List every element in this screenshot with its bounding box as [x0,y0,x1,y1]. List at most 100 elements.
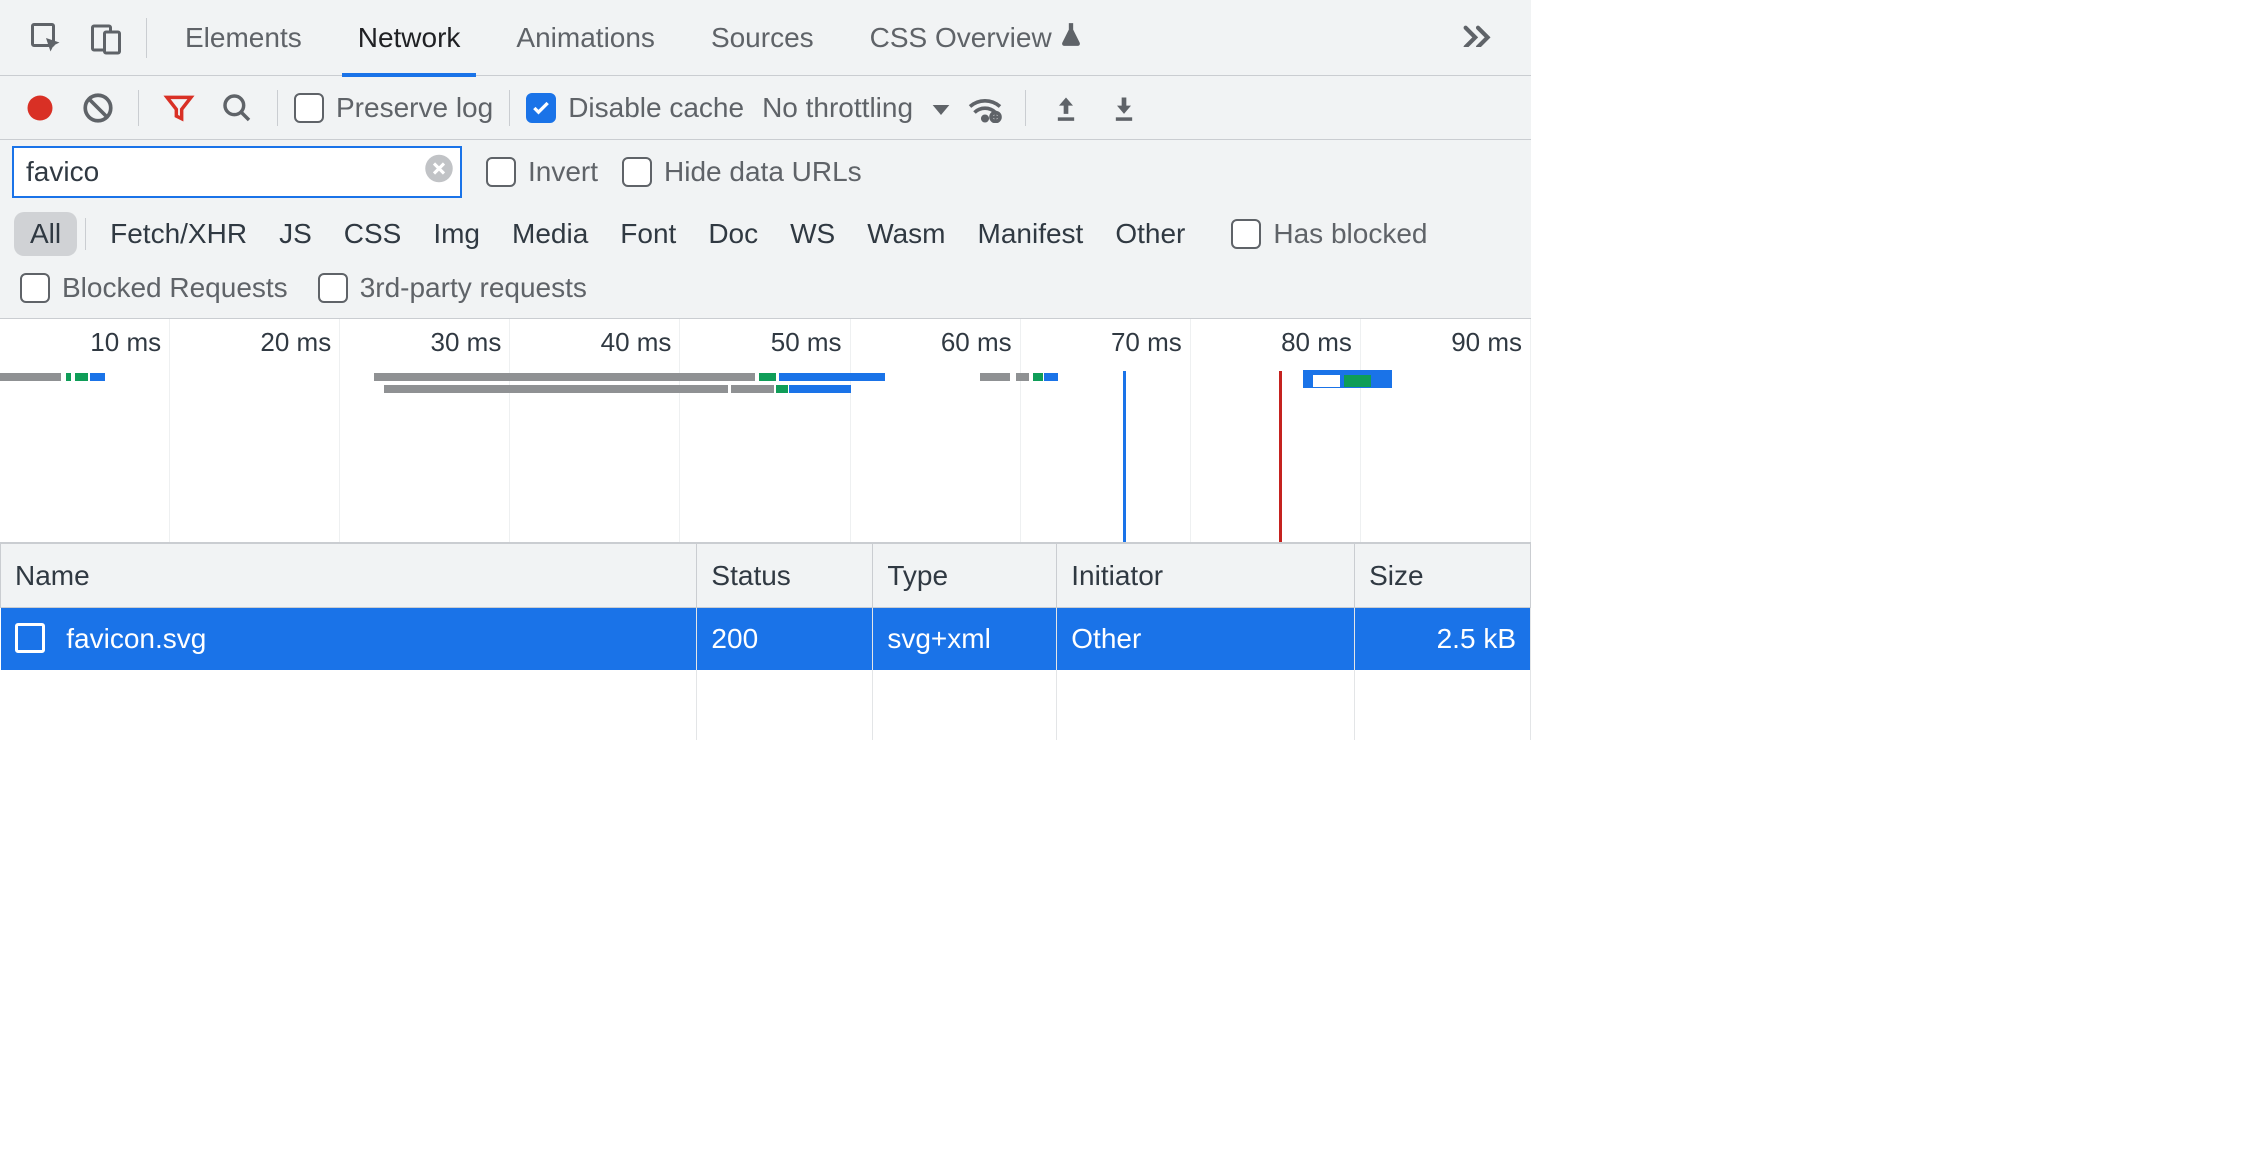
timeline-bar [776,385,788,393]
chevron-down-icon [931,92,951,124]
cell-initiator: Other [1057,608,1355,670]
flask-icon [1058,21,1084,54]
timeline-bar [1044,373,1058,381]
filter-icon[interactable] [155,84,203,132]
timeline-bar [1344,375,1371,387]
hide-data-urls-checkbox[interactable]: Hide data URLs [622,156,862,188]
tabs-overflow-button[interactable] [1441,22,1515,54]
cell-size: 2.5 kB [1355,608,1531,670]
type-chip-ws[interactable]: WS [774,212,851,256]
invert-checkbox[interactable]: Invert [486,156,598,188]
timeline-bar [90,373,105,381]
timeline-bar [731,385,774,393]
throttling-select[interactable]: No throttling [762,92,951,124]
timeline-bar [1016,373,1030,381]
clear-filter-icon[interactable] [424,154,454,191]
download-har-icon[interactable] [1100,84,1148,132]
device-toolbar-icon[interactable] [76,8,136,68]
checkbox-label: Hide data URLs [664,156,862,188]
cell-name-text: favicon.svg [66,623,206,654]
search-icon[interactable] [213,84,261,132]
col-header-status[interactable]: Status [697,544,873,608]
timeline-bar [759,373,776,381]
type-chip-manifest[interactable]: Manifest [962,212,1100,256]
preserve-log-checkbox[interactable]: Preserve log [294,92,493,124]
table-row-empty [1,670,1531,740]
table-row[interactable]: favicon.svg 200 svg+xml Other 2.5 kB [1,608,1531,670]
type-chip-css[interactable]: CSS [328,212,418,256]
timeline-marker [1123,371,1126,542]
separator [1025,90,1026,126]
tab-label: Network [358,22,461,54]
separator [138,90,139,126]
network-conditions-icon[interactable] [961,84,1009,132]
tab-network[interactable]: Network [330,0,489,76]
timeline-marker [1279,371,1282,542]
tab-label: Sources [711,22,814,54]
cell-name: favicon.svg [1,608,697,670]
filter-input-wrap [12,146,462,198]
tab-animations[interactable]: Animations [488,0,683,76]
type-filter-row-2: Blocked Requests 3rd-party requests [0,264,1531,319]
type-filter-row: All Fetch/XHR JS CSS Img Media Font Doc … [0,204,1531,264]
type-chip-all[interactable]: All [14,212,77,256]
timeline-bar [384,385,728,393]
type-chip-js[interactable]: JS [263,212,328,256]
network-toolbar: Preserve log Disable cache No throttling [0,76,1531,140]
cell-status: 200 [697,608,873,670]
checkbox-box [318,273,348,303]
inspect-element-icon[interactable] [16,8,76,68]
checkbox-label: Preserve log [336,92,493,124]
col-header-type[interactable]: Type [873,544,1057,608]
clear-button[interactable] [74,84,122,132]
checkbox-label: Blocked Requests [62,272,288,304]
checkbox-label: Invert [528,156,598,188]
disable-cache-checkbox[interactable]: Disable cache [526,92,744,124]
checkbox-box [294,93,324,123]
filter-input[interactable] [12,146,462,198]
timeline-overview[interactable]: 10 ms20 ms30 ms40 ms50 ms60 ms70 ms80 ms… [0,319,1531,543]
timeline-bar [1033,373,1043,381]
timeline-grid: 10 ms20 ms30 ms40 ms50 ms60 ms70 ms80 ms… [0,319,1531,542]
timeline-bar [66,373,71,381]
throttling-label: No throttling [762,92,913,124]
checkbox-label: Disable cache [568,92,744,124]
checkbox-box [622,157,652,187]
col-header-initiator[interactable]: Initiator [1057,544,1355,608]
timeline-bar [0,373,61,381]
tab-label: Animations [516,22,655,54]
tab-sources[interactable]: Sources [683,0,842,76]
devtools-tab-bar: Elements Network Animations Sources CSS … [0,0,1531,76]
tab-elements[interactable]: Elements [157,0,330,76]
type-chip-font[interactable]: Font [604,212,692,256]
upload-har-icon[interactable] [1042,84,1090,132]
col-header-size[interactable]: Size [1355,544,1531,608]
checkbox-box [1231,219,1261,249]
type-chip-media[interactable]: Media [496,212,604,256]
filter-row: Invert Hide data URLs [0,140,1531,204]
tab-label: CSS Overview [870,22,1052,54]
type-chip-fetch[interactable]: Fetch/XHR [94,212,263,256]
checkbox-label: 3rd-party requests [360,272,587,304]
type-chip-wasm[interactable]: Wasm [851,212,961,256]
checkbox-box [486,157,516,187]
separator [85,218,86,250]
type-chip-other[interactable]: Other [1099,212,1201,256]
col-header-name[interactable]: Name [1,544,697,608]
tab-label: Elements [185,22,302,54]
separator [277,90,278,126]
record-button[interactable] [16,84,64,132]
checkbox-box [526,93,556,123]
checkbox-box [20,273,50,303]
separator [146,18,147,58]
third-party-checkbox[interactable]: 3rd-party requests [318,272,587,304]
blocked-requests-checkbox[interactable]: Blocked Requests [20,272,288,304]
type-chip-img[interactable]: Img [417,212,496,256]
file-icon [15,623,45,653]
has-blocked-checkbox[interactable]: Has blocked [1231,218,1427,250]
timeline-bar [789,385,850,393]
cell-type: svg+xml [873,608,1057,670]
tab-css-overview[interactable]: CSS Overview [842,0,1112,76]
type-chip-doc[interactable]: Doc [692,212,774,256]
timeline-bar [980,373,1011,381]
